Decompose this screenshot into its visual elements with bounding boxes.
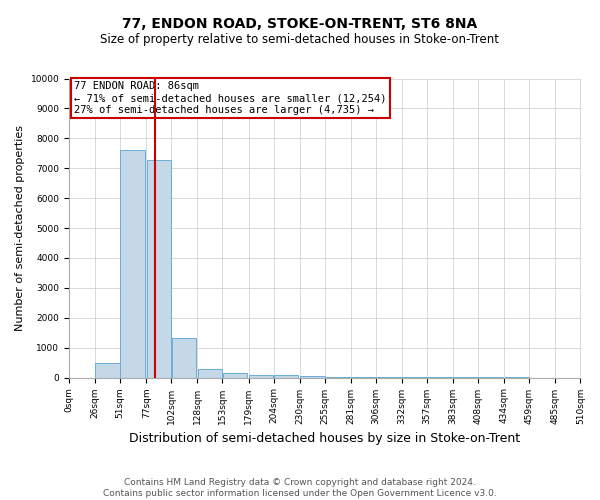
- Y-axis label: Number of semi-detached properties: Number of semi-detached properties: [15, 125, 25, 331]
- Bar: [146, 160, 171, 378]
- Bar: [223, 373, 247, 378]
- Bar: [197, 368, 222, 378]
- Bar: [95, 362, 120, 378]
- Bar: [325, 376, 350, 378]
- X-axis label: Distribution of semi-detached houses by size in Stoke-on-Trent: Distribution of semi-detached houses by …: [129, 432, 520, 445]
- Text: Contains HM Land Registry data © Crown copyright and database right 2024.
Contai: Contains HM Land Registry data © Crown c…: [103, 478, 497, 498]
- Bar: [274, 376, 298, 378]
- Bar: [172, 338, 196, 378]
- Bar: [121, 150, 145, 378]
- Bar: [300, 376, 325, 378]
- Bar: [249, 374, 274, 378]
- Text: 77, ENDON ROAD, STOKE-ON-TRENT, ST6 8NA: 77, ENDON ROAD, STOKE-ON-TRENT, ST6 8NA: [122, 18, 478, 32]
- Bar: [351, 377, 376, 378]
- Text: Size of property relative to semi-detached houses in Stoke-on-Trent: Size of property relative to semi-detach…: [101, 32, 499, 46]
- Text: 77 ENDON ROAD: 86sqm
← 71% of semi-detached houses are smaller (12,254)
27% of s: 77 ENDON ROAD: 86sqm ← 71% of semi-detac…: [74, 82, 386, 114]
